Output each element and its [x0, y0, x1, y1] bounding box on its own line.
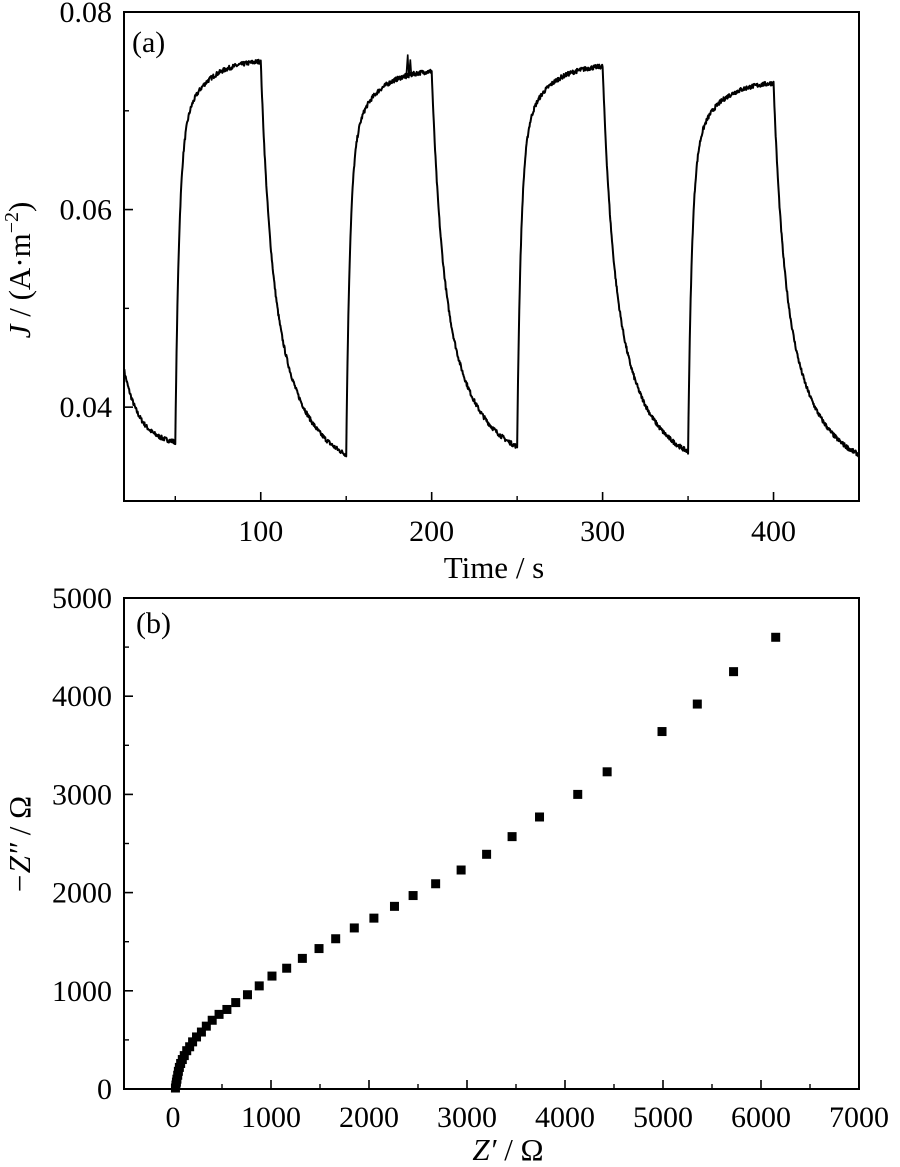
panel-b-label: (b) — [136, 607, 171, 640]
panel-b-data-point — [242, 990, 252, 1000]
panel-a-y-axis-symbol: J — [2, 323, 37, 338]
panel-b-data-point — [771, 632, 781, 642]
panel-b-data-point — [201, 1021, 211, 1031]
panel-b-y-axis-unit: / Ω — [2, 796, 37, 843]
panel-b-ticks: 0 1000 2000 3000 4000 5000 6000 7000 0 1000 2000 30… — [52, 582, 889, 1134]
panel-a-current-trace — [123, 58, 860, 458]
panel-b-data-point — [214, 1009, 224, 1019]
panel-b-y-tick-label: 5000 — [52, 582, 112, 615]
panel-b-x-tick-label: 3000 — [437, 1101, 497, 1134]
panel-b-data-point — [207, 1015, 217, 1025]
panel-b-data-point — [282, 963, 292, 973]
panel-b-x-tick-label: 4000 — [535, 1101, 595, 1134]
panel-a-y-tick-label: 0.06 — [60, 194, 113, 227]
panel-a-x-tick-label: 100 — [238, 515, 283, 548]
panel-b-x-tick-label: 0 — [166, 1101, 181, 1134]
panel-b-data-point — [369, 913, 379, 923]
panel-b-x-axis-unit: / Ω — [496, 1132, 543, 1167]
panel-a-plot-frame — [123, 11, 860, 502]
panel-b-x-tick-label: 5000 — [633, 1101, 693, 1134]
panel-b-y-tick-label: 2000 — [52, 877, 112, 910]
panel-b-data-point — [408, 891, 418, 901]
panel-b-impedance-chart: 0 1000 2000 3000 4000 5000 6000 7000 0 1000 2000 30… — [2, 582, 889, 1167]
panel-b-data-point — [602, 767, 612, 777]
panel-b-data-point — [297, 953, 307, 963]
panel-b-y-axis-title: −Z″ / Ω — [2, 796, 37, 894]
panel-b-data-point — [349, 923, 359, 933]
panel-a-y-axis-unit-exponent: −2 — [1, 212, 23, 233]
panel-b-data-point — [729, 667, 739, 677]
panel-b-data-point — [179, 1051, 189, 1061]
panel-b-x-axis-symbol: Z′ — [472, 1132, 497, 1167]
panel-a-x-tick-label: 400 — [751, 515, 796, 548]
panel-b-x-tick-label: 7000 — [829, 1101, 889, 1134]
panel-b-data-point — [692, 699, 702, 709]
panel-a-y-tick-label: 0.08 — [60, 0, 113, 29]
panel-b-data-point — [535, 812, 545, 822]
panel-b-data-point — [192, 1032, 202, 1042]
panel-b-data-point — [507, 832, 517, 842]
panel-b-plot-frame — [123, 597, 860, 1090]
panel-a-x-axis-title: Time / s — [444, 550, 545, 585]
panel-b-x-tick-label: 6000 — [731, 1101, 791, 1134]
panel-b-x-tick-label: 1000 — [241, 1101, 301, 1134]
panel-b-x-tick-label: 2000 — [339, 1101, 399, 1134]
panel-b-data-point — [482, 849, 492, 859]
panel-b-marks — [170, 632, 781, 1093]
panel-b-data-point — [389, 901, 399, 911]
panel-a-label: (a) — [132, 26, 165, 59]
panel-b-data-point — [331, 934, 341, 944]
panel-a-current-density-chart: 100 200 300 400 0.04 0.06 0.08 (a) Time / s J … — [1, 0, 860, 585]
panel-b-data-point — [314, 944, 324, 954]
panel-b-data-point — [657, 727, 667, 737]
panel-b-data-point — [573, 789, 583, 799]
panel-a-y-tick-label: 0.04 — [60, 391, 113, 424]
panel-b-y-axis-symbol: −Z″ — [2, 842, 37, 894]
panel-a-marks — [123, 54, 860, 458]
panel-a-y-axis-unit-close: ) — [2, 202, 37, 212]
panel-b-data-point — [456, 865, 466, 875]
panel-b-data-point — [254, 981, 264, 991]
panel-a-current-spike — [405, 54, 413, 80]
panel-b-data-point — [185, 1042, 195, 1052]
panel-b-data-point — [231, 998, 241, 1008]
panel-b-data-point — [188, 1037, 198, 1047]
panel-b-data-point — [222, 1004, 232, 1014]
panel-b-y-tick-label: 4000 — [52, 680, 112, 713]
panel-a-ticks: 100 200 300 400 0.04 0.06 0.08 — [60, 0, 797, 548]
panel-a-y-axis-unit: / (A·m — [2, 233, 37, 324]
panel-a-y-axis-title: J / (A·m−2) — [1, 202, 37, 339]
panel-b-y-tick-label: 3000 — [52, 778, 112, 811]
panel-b-data-point — [196, 1027, 206, 1037]
panel-a-x-tick-label: 200 — [409, 515, 454, 548]
panel-b-y-tick-label: 0 — [97, 1073, 112, 1106]
panel-b-x-axis-title: Z′ / Ω — [472, 1132, 543, 1167]
panel-a-x-tick-label: 300 — [580, 515, 625, 548]
panel-b-data-point — [431, 879, 441, 889]
panel-b-y-tick-label: 1000 — [52, 975, 112, 1008]
panel-b-data-point — [267, 971, 277, 981]
